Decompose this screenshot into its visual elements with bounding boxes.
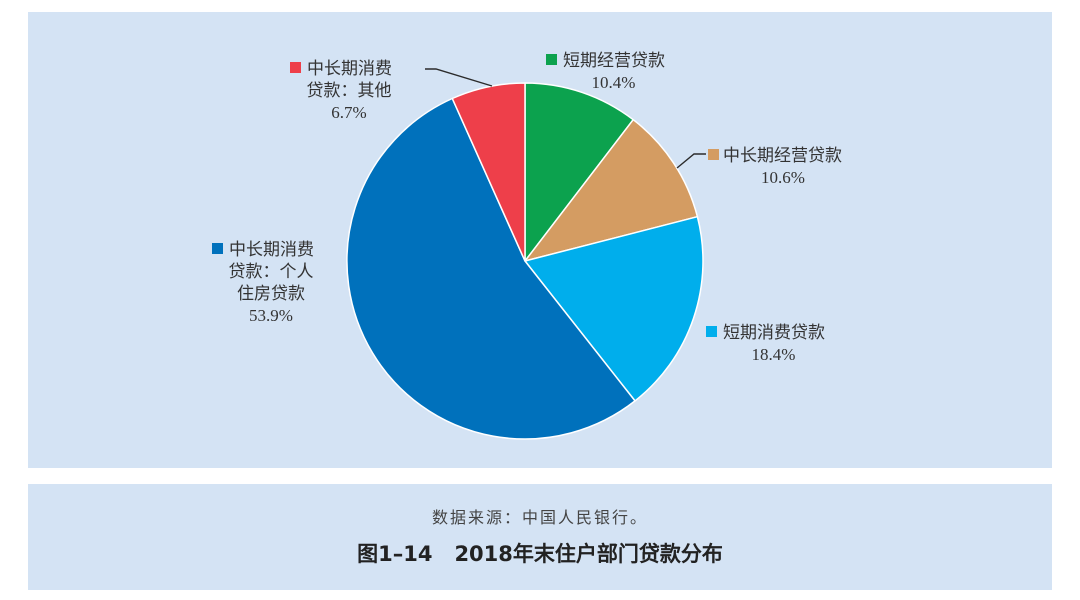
- label-text: 中长期消费: [229, 240, 314, 260]
- label-percent: 53.9%: [249, 306, 293, 325]
- leader-line-long-business: [676, 153, 706, 169]
- label-percent: 10.6%: [761, 168, 805, 187]
- slice-long-consumer-other: [451, 82, 526, 262]
- slice-short-business: [524, 82, 634, 262]
- label-long-business: 中长期经营贷款 10.6%: [708, 145, 842, 189]
- label-text: 贷款：个人: [228, 262, 314, 282]
- legend-swatch-green: [546, 54, 557, 65]
- figure-title-text: 2018年末住户部门贷款分布: [454, 542, 723, 566]
- figure-number: 图1–14: [357, 542, 433, 566]
- slice-long-business: [524, 118, 699, 262]
- legend-swatch-blue: [212, 243, 223, 254]
- label-text: 贷款：其他: [306, 81, 392, 101]
- figure-title: 图1–14 2018年末住户部门贷款分布: [28, 538, 1052, 568]
- slice-long-consumer-housing: [346, 97, 636, 440]
- label-short-consumer: 短期消费贷款 18.4%: [706, 322, 825, 366]
- slice-short-consumer: [524, 215, 704, 402]
- label-long-consumer-housing: 中长期消费 贷款：个人 住房贷款 53.9%: [212, 239, 314, 327]
- label-percent: 10.4%: [591, 73, 636, 92]
- label-percent: 6.7%: [331, 103, 367, 122]
- caption-panel: 数据来源：中国人民银行。 图1–14 2018年末住户部门贷款分布: [28, 484, 1052, 590]
- legend-swatch-tan: [708, 149, 719, 160]
- label-text: 中长期消费: [307, 59, 392, 79]
- label-text: 住房贷款: [237, 284, 305, 304]
- label-text: 中长期经营贷款: [723, 146, 842, 166]
- label-long-consumer-other: 中长期消费 贷款：其他 6.7%: [290, 58, 392, 124]
- leader-line-other: [425, 68, 493, 87]
- label-text: 短期消费贷款: [723, 323, 825, 343]
- label-percent: 18.4%: [751, 345, 796, 364]
- label-short-business: 短期经营贷款 10.4%: [546, 50, 665, 94]
- label-text: 短期经营贷款: [563, 51, 665, 71]
- legend-swatch-red: [290, 62, 301, 73]
- data-source: 数据来源：中国人民银行。: [431, 508, 648, 527]
- legend-swatch-light-blue: [706, 326, 717, 337]
